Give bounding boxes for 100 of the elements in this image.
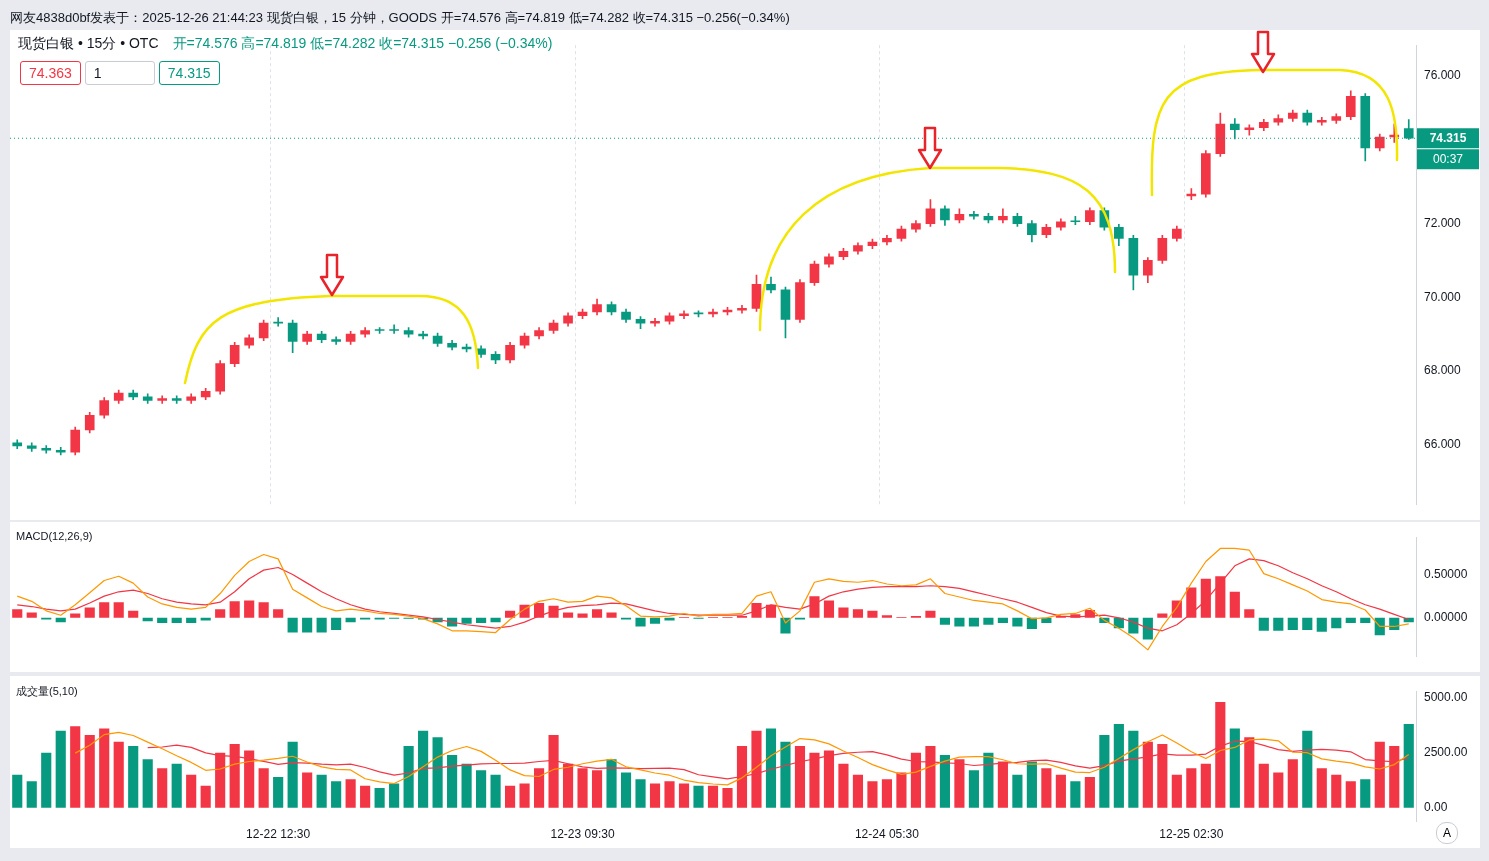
annotation: 1 (84, 61, 155, 85)
bar (142, 759, 153, 808)
bar (1026, 617, 1037, 630)
bar (461, 617, 472, 624)
bar (1345, 781, 1356, 808)
bar (1041, 768, 1052, 808)
bar (70, 726, 81, 808)
bar (867, 610, 878, 618)
bar (780, 741, 791, 808)
bar (548, 605, 559, 618)
bar (1258, 617, 1269, 631)
bar (881, 779, 893, 808)
bar (1316, 768, 1327, 808)
bar (838, 763, 849, 808)
bar (1157, 613, 1168, 618)
bar (84, 607, 95, 618)
bar (84, 735, 95, 808)
y-tick-label: 76.000 (1424, 68, 1462, 83)
bar (186, 774, 197, 808)
bar (1186, 587, 1197, 618)
bar (389, 783, 400, 808)
bar (55, 730, 66, 808)
y-tick-label: 70.000 (1424, 289, 1462, 304)
bar (244, 600, 255, 618)
bar (954, 617, 965, 627)
bar (1128, 730, 1139, 808)
y-tick-label: 0.00 (1424, 800, 1448, 815)
bar (1200, 578, 1211, 618)
bar (780, 617, 791, 634)
bar (577, 613, 588, 618)
text: 00:37 (1432, 151, 1464, 166)
bar (1331, 774, 1342, 808)
bar (41, 752, 52, 808)
annotation: 开=74.576 高=74.819 低=74.282 收=74.315 −0.256 (−0.34%) (172, 35, 553, 53)
y-tick-label: 0.00000 (1424, 610, 1468, 625)
bar (273, 609, 284, 618)
bar (287, 617, 298, 633)
bar (157, 617, 168, 623)
bar (302, 617, 313, 633)
bar (1070, 781, 1081, 808)
bar (1215, 576, 1226, 618)
bar (258, 768, 269, 808)
bar (1012, 617, 1023, 627)
bar (26, 612, 37, 618)
bar (968, 770, 979, 808)
bar (562, 612, 574, 618)
bar (852, 609, 864, 618)
bar (186, 617, 197, 623)
ref-line-label: 74.315 (1429, 130, 1467, 145)
bar (215, 609, 226, 618)
bar (1084, 776, 1095, 808)
bar (316, 774, 327, 808)
bar (852, 774, 864, 808)
bar (1012, 774, 1023, 808)
chart-title: 网友4838d0bf发表于：2025-12-26 21:44:23 现货白银，15 分钟，GOODS 开=74.576 高=74.819 低=74.282 收=74.315 −0.256(−0.34%) (10, 9, 790, 27)
bar (649, 783, 661, 808)
bar (591, 609, 603, 618)
y-tick-label: 2500.00 (1424, 745, 1468, 760)
bar (533, 768, 545, 808)
bar (722, 787, 733, 808)
bar (997, 617, 1008, 623)
y-tick-label: 68.000 (1424, 363, 1462, 378)
bar (1229, 591, 1240, 618)
bar (476, 770, 487, 808)
annotation: 74.315 (158, 61, 220, 85)
bar (1055, 774, 1066, 808)
bar (403, 746, 414, 808)
bar (765, 728, 777, 808)
bar (70, 613, 81, 618)
bar (432, 737, 443, 808)
bar (345, 779, 356, 808)
bar (331, 781, 342, 808)
bar (258, 602, 269, 618)
bar (1360, 617, 1371, 623)
bar (461, 763, 472, 808)
bar (678, 783, 690, 808)
bar (1345, 617, 1356, 623)
bar (1331, 617, 1342, 629)
chart-title: 成交量(5,10) (16, 684, 78, 699)
bar (606, 612, 617, 618)
bar (418, 730, 429, 808)
bar (273, 776, 284, 808)
bar (1287, 617, 1298, 630)
bar (1229, 728, 1240, 808)
bar (1316, 617, 1327, 632)
candlestick (389, 324, 399, 334)
bar (505, 610, 516, 618)
bar (1200, 763, 1211, 808)
bar (1273, 617, 1284, 631)
bar (620, 772, 632, 808)
bar (939, 754, 950, 808)
bar (302, 772, 313, 808)
y-tick-label: 0.50000 (1424, 566, 1468, 581)
annotation: 现货白银 • 15分 • OTC (18, 35, 159, 53)
bar (1360, 779, 1371, 808)
bar (751, 603, 762, 618)
bar (635, 617, 646, 627)
bar (606, 759, 617, 808)
bar (707, 785, 719, 808)
bar (983, 752, 994, 808)
